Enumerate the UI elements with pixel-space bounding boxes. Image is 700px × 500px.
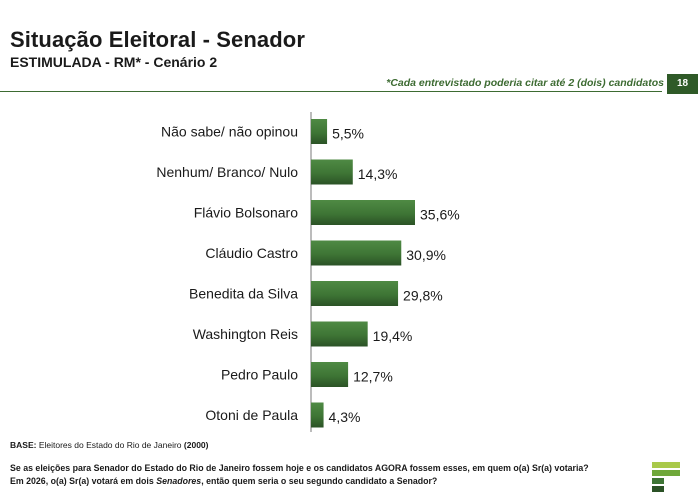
question-line-2-start: Em 2026, o(a) Sr(a) votará em dois [10,475,154,486]
base-count: (2000) [183,440,209,450]
value-label: 4,3% [329,409,361,425]
bar [311,402,324,428]
value-label: 30,9% [406,247,446,263]
question-line-2: Em 2026, o(a) Sr(a) votará em dois Senad… [10,475,630,488]
brand-logo [652,462,680,492]
base-text: Eleitores do Estado do Rio de Janeiro [38,440,182,450]
bar [311,362,349,387]
category-label: Washington Reis [193,326,298,342]
question-line-1: Se as eleições para Senador do Estado do… [10,463,589,473]
category-label: Otoni de Paula [205,407,298,423]
base-note: BASE: Eleitores do Estado do Rio de Jane… [10,440,208,450]
category-label: Benedita da Silva [189,286,298,302]
header-divider [0,91,662,92]
bar [311,159,353,185]
bar [311,240,402,266]
page-number-badge: 18 [667,74,698,94]
bar-chart: Não sabe/ não opinou 5,5% Nenhum/ Branco/ … [156,112,460,432]
question-line-2-end: , então quem seria o seu segundo candida… [201,475,438,486]
bar [311,119,328,144]
bar [311,281,399,306]
category-label: Nenhum/ Branco/ Nulo [156,164,298,180]
value-label: 29,8% [403,288,443,304]
base-label: BASE: [10,440,37,450]
value-label: 12,7% [353,369,393,385]
value-label: 5,5% [332,126,364,142]
category-label: Pedro Paulo [221,367,298,383]
bar [311,321,368,347]
page-subtitle: ESTIMULADA - RM* - Cenário 2 [10,54,218,70]
category-label: Não sabe/ não opinou [161,124,298,140]
survey-question: Se as eleições para Senador do Estado do… [10,462,630,488]
value-label: 14,3% [358,166,398,182]
value-label: 35,6% [420,207,460,223]
category-label: Flávio Bolsonaro [194,205,298,221]
page-title: Situação Eleitoral - Senador [10,27,305,52]
bar [311,200,415,225]
question-line-2-emphasis: Senadores [156,475,202,486]
value-label: 19,4% [373,328,413,344]
category-label: Cláudio Castro [205,245,298,261]
footnote-note: *Cada entrevistado poderia citar até 2 (… [386,77,664,89]
